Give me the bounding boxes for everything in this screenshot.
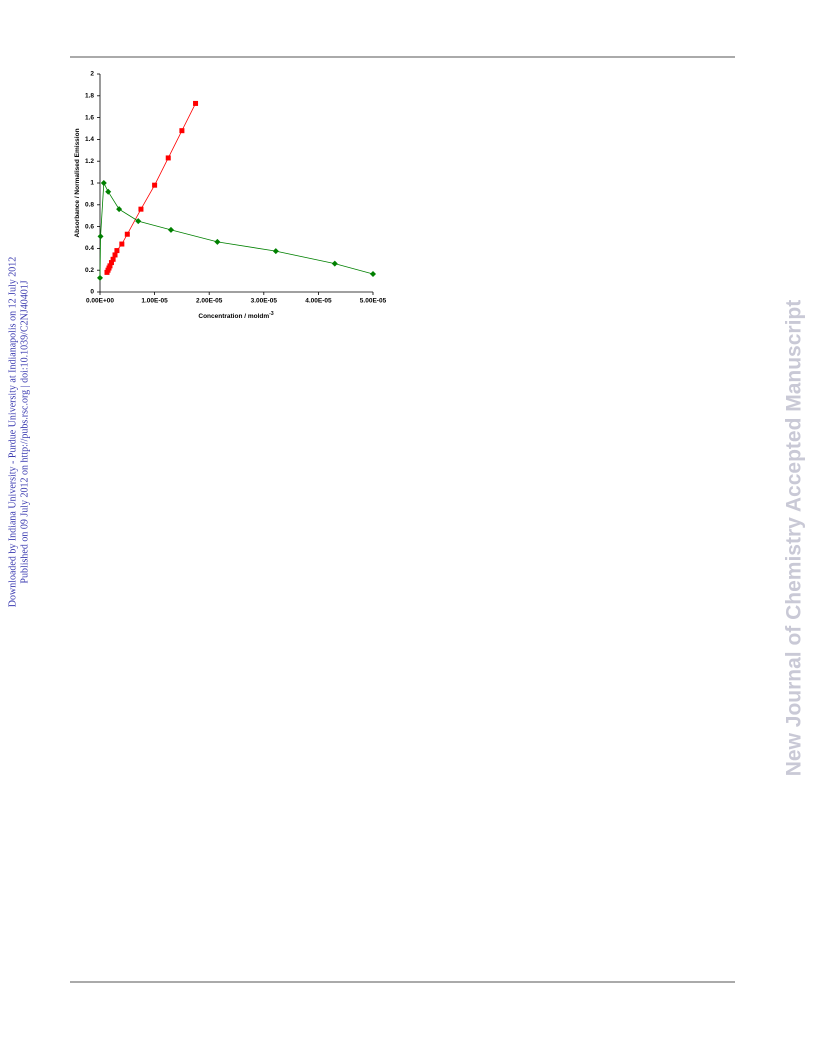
marker (167, 226, 174, 233)
marker (179, 128, 185, 134)
y-tick-label: 1 (90, 180, 94, 187)
x-tick-label: 3.00E-05 (251, 298, 278, 305)
marker (110, 256, 116, 262)
x-tick-label: 5.00E-05 (360, 298, 387, 305)
y-tick-label: 2 (90, 71, 94, 78)
x-axis-label: Concentration / moldm-3 (198, 311, 273, 320)
marker (97, 233, 104, 240)
marker (114, 248, 120, 254)
marker (119, 241, 125, 247)
marker (124, 231, 130, 237)
y-tick-label: 1.6 (85, 114, 94, 121)
marker (108, 260, 114, 266)
y-tick-label: 0.4 (85, 245, 94, 252)
marker (116, 206, 123, 213)
publish-note: Published on 09 July 2012 on http://pubs… (19, 280, 30, 583)
x-tick-label: 0.00E+00 (86, 298, 114, 305)
x-label-text: Concentration / moldm (198, 313, 269, 320)
marker (135, 218, 142, 225)
y-tick-label: 0.2 (85, 267, 94, 274)
marker (100, 180, 107, 186)
x-label-sup: -3 (269, 311, 274, 317)
marker (272, 248, 279, 255)
y-tick-label: 1.8 (85, 93, 94, 100)
download-note: Downloaded by Indiana University - Purdu… (7, 257, 18, 608)
marker (105, 188, 112, 195)
watermark: New Journal of Chemistry Accepted Manusc… (783, 300, 806, 777)
y-tick-label: 0.6 (85, 223, 94, 230)
y-tick-label: 1.4 (85, 136, 94, 143)
marker (165, 155, 171, 161)
y-tick-label: 0.8 (85, 202, 94, 209)
x-tick-label: 1.00E-05 (141, 298, 168, 305)
y-tick-label: 1.2 (85, 158, 94, 165)
x-tick-label: 2.00E-05 (196, 298, 223, 305)
marker (370, 271, 376, 278)
marker (138, 206, 144, 212)
y-axis-label: Absorbance / Normalised Emission (74, 128, 81, 237)
y-tick-label: 0 (90, 289, 94, 296)
x-tick-label: 4.00E-05 (305, 298, 332, 305)
marker (97, 274, 103, 281)
marker (193, 100, 199, 106)
marker (112, 252, 118, 258)
marker (107, 263, 113, 269)
marker (152, 182, 158, 188)
marker (214, 238, 221, 245)
marker (331, 260, 338, 267)
